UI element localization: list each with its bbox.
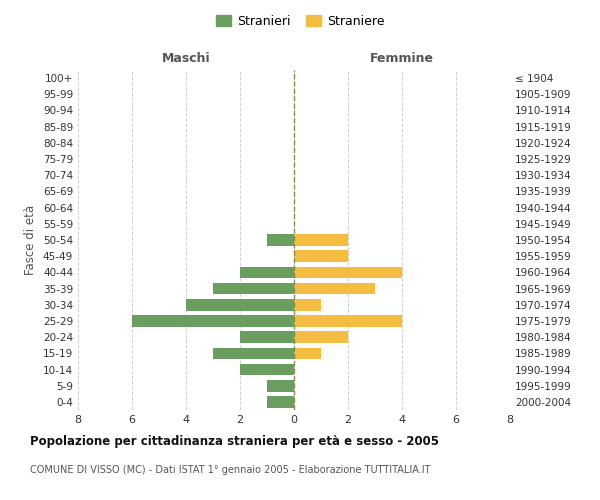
Bar [294, 250, 348, 262]
Text: COMUNE DI VISSO (MC) - Dati ISTAT 1° gennaio 2005 - Elaborazione TUTTITALIA.IT: COMUNE DI VISSO (MC) - Dati ISTAT 1° gen… [30, 465, 431, 475]
Bar [294, 315, 402, 327]
Bar [294, 234, 348, 246]
Bar [267, 396, 294, 407]
Bar [294, 348, 321, 359]
Bar [240, 364, 294, 376]
Bar [240, 266, 294, 278]
Bar [294, 266, 402, 278]
Bar [213, 348, 294, 359]
Bar [267, 380, 294, 392]
Bar [213, 282, 294, 294]
Bar [132, 315, 294, 327]
Bar [294, 299, 321, 310]
Bar [240, 332, 294, 343]
Bar [267, 234, 294, 246]
Bar [294, 282, 375, 294]
Bar [294, 332, 348, 343]
Text: Popolazione per cittadinanza straniera per età e sesso - 2005: Popolazione per cittadinanza straniera p… [30, 435, 439, 448]
Text: Femmine: Femmine [370, 52, 434, 65]
Bar [186, 299, 294, 310]
Text: Maschi: Maschi [161, 52, 211, 65]
Y-axis label: Fasce di età: Fasce di età [25, 205, 37, 275]
Legend: Stranieri, Straniere: Stranieri, Straniere [212, 11, 388, 32]
